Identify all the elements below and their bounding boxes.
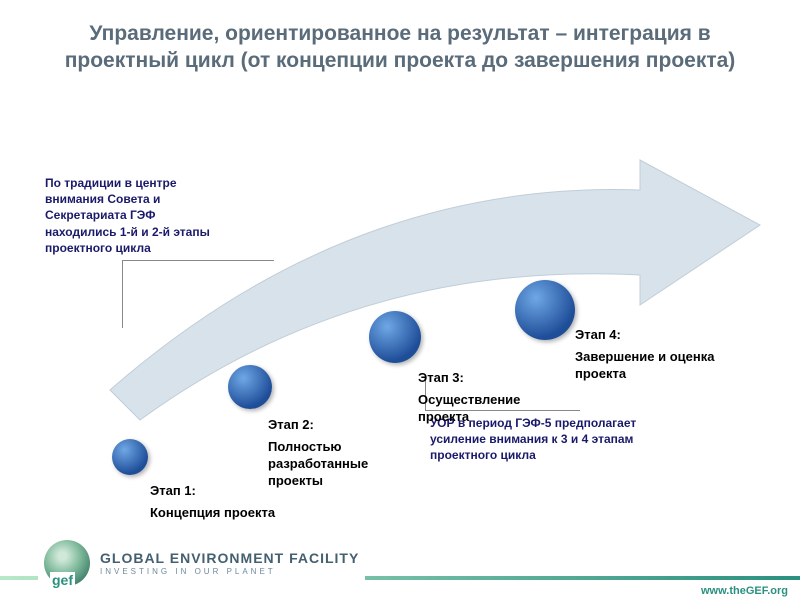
stage-desc: Завершение и оценка проекта xyxy=(575,349,715,383)
stage-dot-icon xyxy=(228,365,272,409)
footer: gef GLOBAL ENVIRONMENT FACILITY INVESTIN… xyxy=(0,532,800,600)
stage-desc: Полностью разработанные проекты xyxy=(268,439,408,490)
stage-label: Этап 2: Полностью разработанные проекты xyxy=(268,417,408,491)
logo-gef-text: gef xyxy=(50,572,75,588)
page-title: Управление, ориентированное на результат… xyxy=(0,0,800,85)
stage-desc: Концепция проекта xyxy=(150,505,290,522)
stage-label: Этап 4: Завершение и оценка проекта xyxy=(575,327,715,384)
stage-dot-icon xyxy=(369,311,421,363)
logo-main-text: GLOBAL ENVIRONMENT FACILITY xyxy=(100,551,359,565)
stage-label: Этап 3: Осуществление проекта xyxy=(418,370,558,427)
stage-dot-icon xyxy=(112,439,148,475)
logo-sub-text: INVESTING IN OUR PLANET xyxy=(100,568,359,576)
stage-name: Этап 4: xyxy=(575,327,621,342)
stage-name: Этап 1: xyxy=(150,483,196,498)
footer-url: www.theGEF.org xyxy=(701,585,788,597)
globe-icon: gef xyxy=(44,540,90,586)
note-left: По традиции в центре внимания Совета и С… xyxy=(45,175,225,256)
stage-name: Этап 3: xyxy=(418,370,464,385)
connector-left xyxy=(122,260,274,328)
stage-name: Этап 2: xyxy=(268,417,314,432)
stage-desc: Осуществление проекта xyxy=(418,392,558,426)
stage-dot-icon xyxy=(515,280,575,340)
logo: gef GLOBAL ENVIRONMENT FACILITY INVESTIN… xyxy=(38,540,365,586)
